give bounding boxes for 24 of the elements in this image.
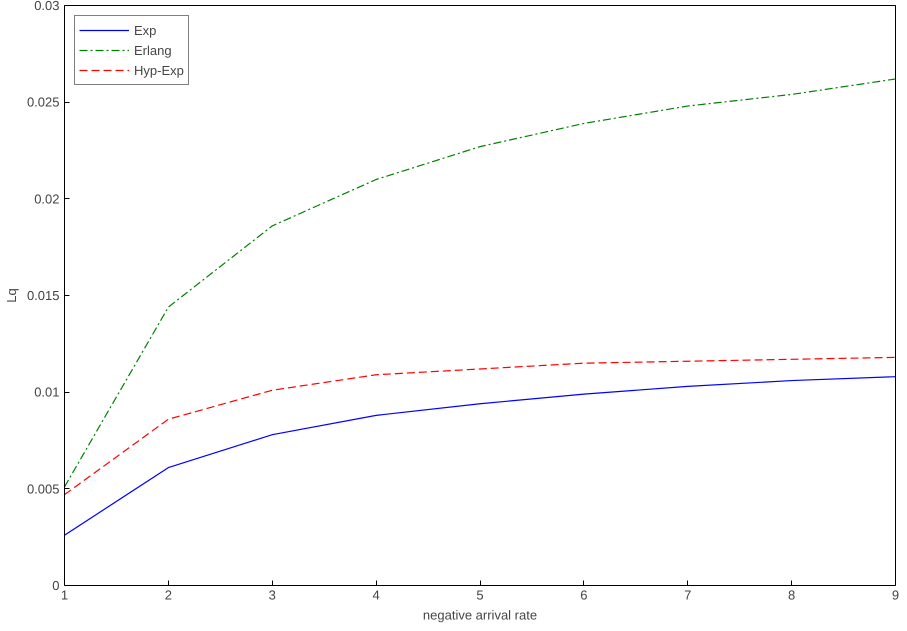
y-tick-label: 0.02 bbox=[34, 191, 60, 206]
x-tick-label: 1 bbox=[60, 588, 68, 602]
x-tick-label: 4 bbox=[372, 588, 380, 602]
y-tick-label: 0 bbox=[52, 578, 60, 593]
y-tick-label: 0.005 bbox=[26, 481, 60, 496]
line-series bbox=[64, 376, 896, 536]
y-tick-label: 0.01 bbox=[34, 384, 60, 400]
x-tick-label: 5 bbox=[476, 588, 484, 602]
legend-label: Exp bbox=[134, 22, 156, 38]
x-tick-label: 8 bbox=[788, 588, 796, 602]
line-series bbox=[64, 356, 896, 496]
line-series bbox=[64, 78, 896, 488]
x-tick-label: 9 bbox=[892, 588, 900, 602]
x-tick-label: 6 bbox=[580, 588, 588, 602]
x-axis-title: negative arrival rate bbox=[422, 608, 538, 622]
x-tick-label: 3 bbox=[268, 588, 276, 602]
y-tick-label: 0.025 bbox=[26, 94, 60, 110]
legend-label: Erlang bbox=[134, 42, 172, 58]
x-tick-label: 2 bbox=[164, 588, 172, 602]
y-tick-label: 0.03 bbox=[34, 0, 60, 13]
y-tick-label: 0.015 bbox=[26, 288, 60, 303]
x-tick-label: 7 bbox=[684, 588, 692, 602]
legend-label: Hyp-Exp bbox=[134, 62, 184, 78]
y-axis-title: Lq bbox=[4, 288, 19, 303]
